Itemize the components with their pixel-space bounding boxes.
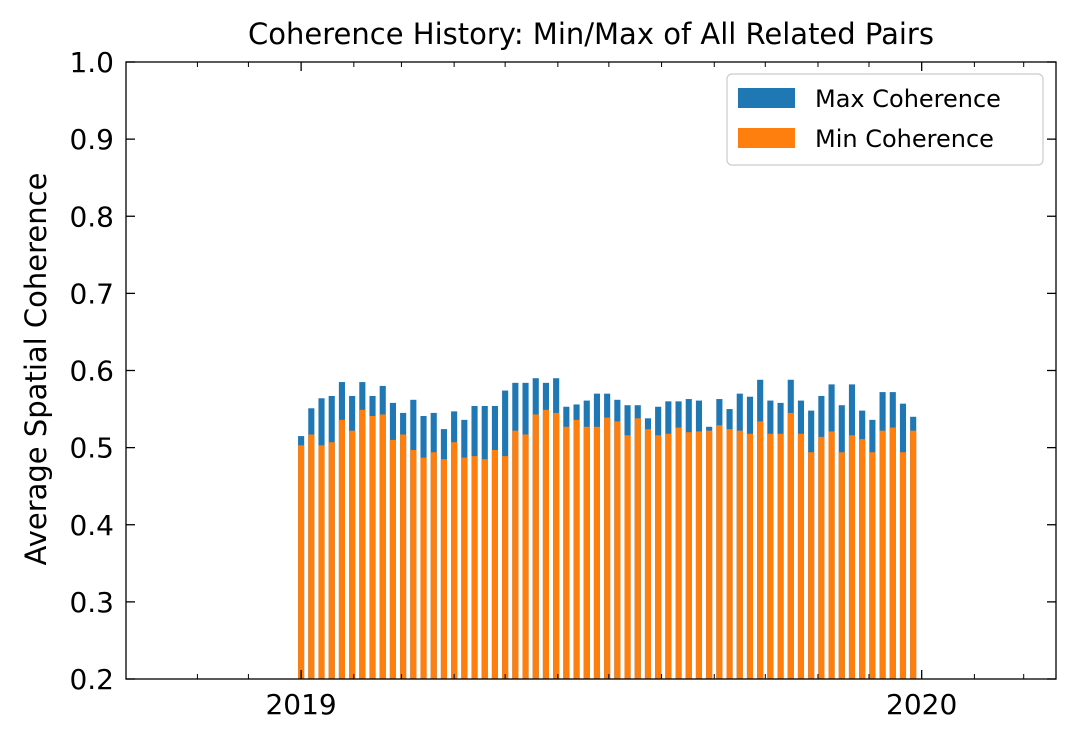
ticks-layer: 0.2 0.3 0.4 0.5 0.6 0.7 0.8 0.9 1.0 2019 2020 bbox=[69, 46, 1056, 721]
bar-min-coherence bbox=[532, 414, 539, 679]
y-tick-label: 0.8 bbox=[69, 200, 114, 233]
bar-min-coherence bbox=[379, 414, 386, 679]
legend-swatch-max bbox=[738, 88, 795, 108]
bar-min-coherence bbox=[695, 431, 703, 679]
bar-min-coherence bbox=[706, 430, 713, 679]
bar-min-coherence bbox=[685, 432, 692, 679]
bar-min-coherence bbox=[726, 429, 733, 679]
bar-min-coherence bbox=[502, 456, 509, 679]
bar-min-coherence bbox=[563, 426, 570, 679]
bar-min-coherence bbox=[573, 419, 580, 679]
bar-min-coherence bbox=[481, 459, 488, 679]
bar-min-coherence bbox=[400, 434, 407, 679]
bar-min-coherence bbox=[471, 456, 478, 679]
bar-min-coherence bbox=[828, 431, 835, 679]
bar-min-coherence bbox=[542, 409, 549, 679]
bar-min-coherence bbox=[440, 459, 447, 679]
legend-label-min: Min Coherence bbox=[815, 125, 994, 153]
bar-min-coherence bbox=[787, 412, 794, 679]
bar-min-coherence bbox=[665, 433, 672, 679]
bar-min-coherence bbox=[797, 433, 805, 679]
y-tick-label: 0.5 bbox=[69, 432, 114, 465]
y-axis-label: Average Spatial Coherence bbox=[19, 173, 53, 566]
bar-min-coherence bbox=[889, 427, 896, 679]
bar-min-coherence bbox=[899, 452, 907, 679]
legend: Max Coherence Min Coherence bbox=[726, 73, 1044, 166]
bar-min-coherence bbox=[624, 435, 631, 679]
bar-min-coherence bbox=[318, 445, 325, 679]
bar-min-coherence bbox=[410, 449, 417, 679]
bar-min-coherence bbox=[451, 442, 458, 679]
bar-min-coherence bbox=[655, 435, 662, 679]
y-tick-label: 1.0 bbox=[69, 46, 114, 79]
bar-min-coherence bbox=[869, 452, 876, 679]
bar-min-coherence bbox=[308, 434, 315, 679]
bar-min-coherence bbox=[553, 412, 560, 679]
bar-min-coherence bbox=[593, 426, 601, 679]
bar-min-coherence bbox=[746, 433, 754, 679]
bar-min-coherence bbox=[604, 417, 611, 679]
bars-layer bbox=[298, 378, 917, 679]
bar-min-coherence bbox=[420, 457, 427, 679]
bar-min-coherence bbox=[757, 421, 764, 679]
bar-min-coherence bbox=[767, 433, 774, 679]
bar-min-coherence bbox=[522, 434, 529, 679]
bar-min-coherence bbox=[838, 452, 845, 679]
bar-min-coherence bbox=[298, 445, 305, 679]
bar-min-coherence bbox=[389, 439, 396, 679]
bar-min-coherence bbox=[634, 418, 641, 679]
y-tick-label: 0.2 bbox=[69, 663, 114, 696]
bar-min-coherence bbox=[491, 449, 498, 679]
bar-min-coherence bbox=[328, 442, 335, 679]
bar-min-coherence bbox=[736, 430, 743, 679]
bar-min-coherence bbox=[808, 452, 815, 679]
bar-min-coherence bbox=[349, 430, 356, 679]
bar-min-coherence bbox=[583, 426, 590, 679]
bar-min-coherence bbox=[777, 433, 784, 679]
y-tick-label: 0.9 bbox=[69, 123, 114, 156]
bar-min-coherence bbox=[644, 429, 652, 679]
x-tick-label: 2020 bbox=[886, 688, 957, 721]
x-tick-label: 2019 bbox=[265, 688, 336, 721]
bar-min-coherence bbox=[512, 430, 519, 679]
bar-min-coherence bbox=[859, 439, 866, 679]
bar-min-coherence bbox=[430, 452, 437, 679]
bar-min-coherence bbox=[369, 416, 376, 679]
bar-min-coherence bbox=[461, 457, 468, 679]
bar-min-coherence bbox=[879, 430, 886, 679]
legend-box bbox=[726, 73, 1044, 166]
bar-min-coherence bbox=[818, 436, 825, 679]
y-tick-label: 0.6 bbox=[69, 355, 114, 388]
bar-min-coherence bbox=[910, 430, 917, 679]
bar-min-coherence bbox=[614, 421, 621, 679]
bar-min-coherence bbox=[716, 425, 723, 679]
bar-min-coherence bbox=[338, 419, 345, 679]
y-tick-label: 0.7 bbox=[69, 277, 114, 310]
legend-swatch-min bbox=[738, 128, 795, 148]
legend-label-max: Max Coherence bbox=[815, 85, 1001, 113]
y-tick-label: 0.3 bbox=[69, 586, 114, 619]
bar-min-coherence bbox=[359, 409, 366, 679]
bar-min-coherence bbox=[675, 427, 682, 679]
bar-min-coherence bbox=[848, 435, 856, 679]
plot-frame bbox=[125, 61, 1057, 680]
chart-title: Coherence History: Min/Max of All Relate… bbox=[248, 17, 934, 51]
y-tick-label: 0.4 bbox=[69, 509, 114, 542]
